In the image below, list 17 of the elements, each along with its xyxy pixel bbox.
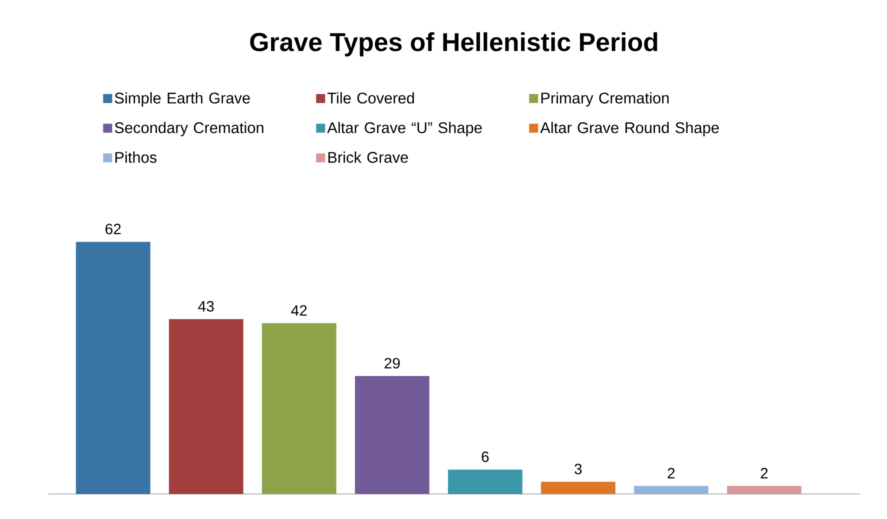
data-label: 2 [668,468,675,478]
legend-label: Pithos [115,152,156,163]
data-label: 62 [106,224,121,234]
legend-label: Altar Grave Round Shape [540,122,719,136]
legend-label: Primary Cremation [541,92,669,107]
data-label: 42 [291,305,307,316]
legend-label: Simple Earth Grave [114,92,250,107]
legend-label: Brick Grave [328,152,408,163]
data-label: 6 [482,451,489,462]
legend-label: Tile Covered [327,92,414,104]
data-label: 3 [574,464,582,474]
legend-label: Secondary Cremation [114,122,264,136]
data-label: 29 [384,358,400,369]
legend-label: Altar Grave “U” Shape [327,122,482,136]
chart-title: Grave Types of Hellenistic Period [250,32,658,56]
data-label: 2 [760,468,768,478]
data-label: 43 [198,301,214,312]
